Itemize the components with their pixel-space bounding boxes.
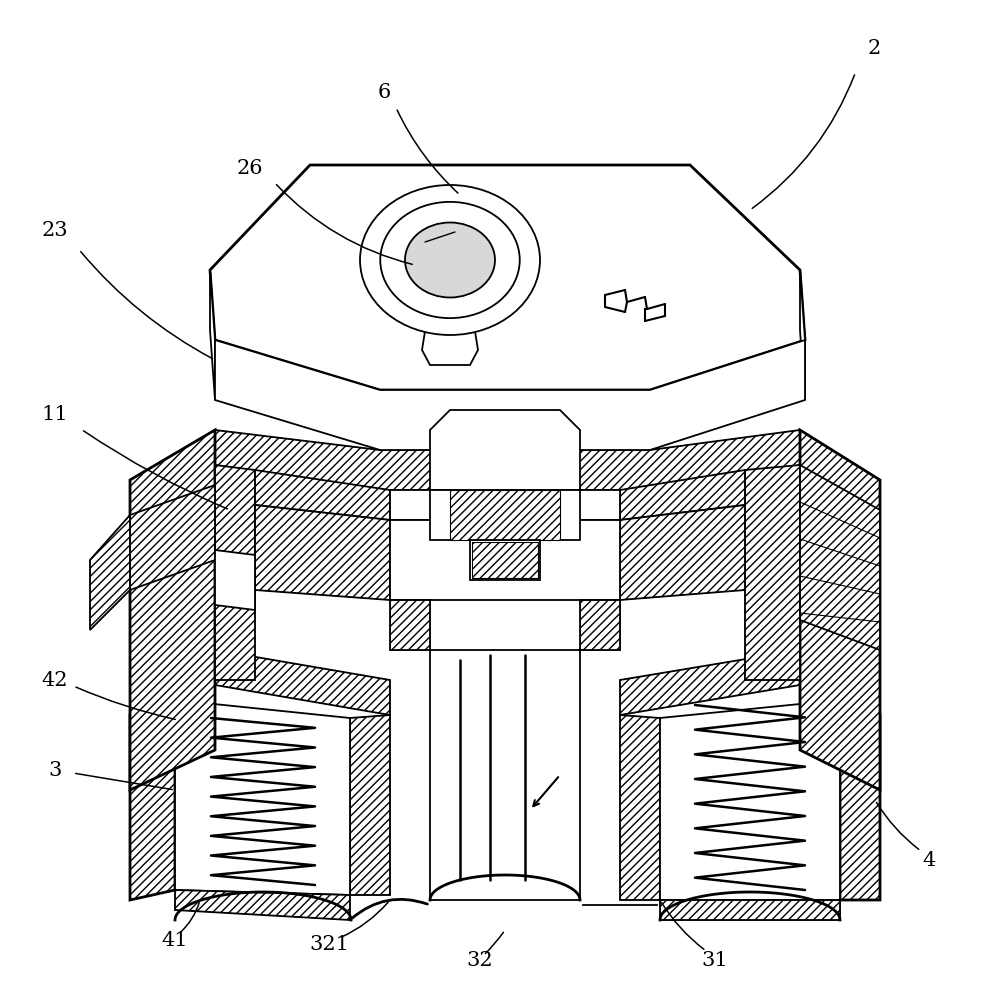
Polygon shape [620,505,745,600]
Polygon shape [390,520,620,600]
Polygon shape [390,600,430,650]
Polygon shape [580,600,620,650]
Polygon shape [390,490,620,520]
Polygon shape [745,465,800,680]
Polygon shape [130,430,215,790]
Polygon shape [620,650,880,715]
Polygon shape [800,430,880,790]
Polygon shape [840,700,880,900]
Polygon shape [430,650,580,900]
Polygon shape [215,550,255,610]
Polygon shape [800,465,880,650]
Polygon shape [450,490,560,540]
Text: 26: 26 [237,158,263,178]
Polygon shape [130,430,880,515]
Polygon shape [90,515,130,630]
Polygon shape [470,540,540,580]
Polygon shape [430,410,580,490]
Polygon shape [210,165,805,390]
Polygon shape [175,700,350,895]
Text: 32: 32 [467,950,493,970]
Text: 3: 3 [48,760,62,780]
Polygon shape [660,900,840,920]
Polygon shape [130,650,390,715]
Polygon shape [472,542,538,578]
Polygon shape [255,470,390,520]
Polygon shape [215,340,805,450]
Ellipse shape [360,185,540,335]
Polygon shape [350,715,390,895]
Polygon shape [175,890,350,920]
Text: 11: 11 [42,406,68,424]
Text: 23: 23 [42,221,68,239]
Text: 321: 321 [310,936,350,954]
Polygon shape [215,465,255,680]
Text: 4: 4 [922,850,936,869]
Text: 41: 41 [162,930,188,950]
Polygon shape [210,270,215,400]
Polygon shape [430,490,580,540]
Polygon shape [422,325,478,365]
Polygon shape [800,270,805,400]
Text: 42: 42 [42,670,68,690]
Polygon shape [255,505,390,600]
Text: 31: 31 [701,950,727,970]
Polygon shape [660,700,840,900]
Polygon shape [620,715,660,900]
Polygon shape [130,485,215,590]
Polygon shape [620,470,745,520]
Ellipse shape [405,223,495,298]
Ellipse shape [381,202,519,318]
Text: 6: 6 [378,83,392,102]
Text: 2: 2 [867,38,881,57]
Polygon shape [422,295,478,330]
Polygon shape [130,700,175,900]
